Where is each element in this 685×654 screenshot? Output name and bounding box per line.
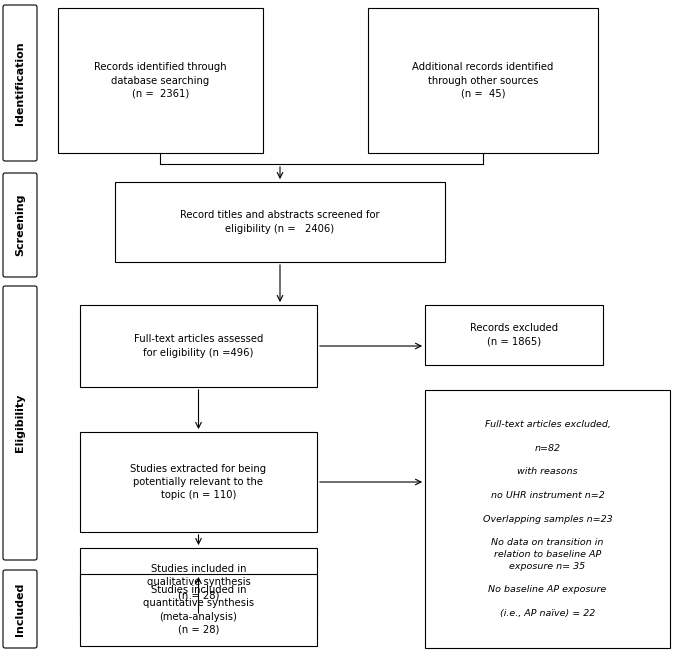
Text: Studies included in
qualitative synthesis
(n = 28): Studies included in qualitative synthesi…: [147, 564, 251, 600]
Text: Eligibility: Eligibility: [15, 394, 25, 452]
Text: Records excluded
(n = 1865): Records excluded (n = 1865): [470, 323, 558, 347]
FancyBboxPatch shape: [80, 548, 317, 616]
Text: Full-text articles assessed
for eligibility (n =496): Full-text articles assessed for eligibil…: [134, 334, 263, 358]
Text: Full-text articles excluded,

n=82

with reasons

no UHR instrument n=2

Overlap: Full-text articles excluded, n=82 with r…: [483, 420, 612, 618]
FancyBboxPatch shape: [368, 8, 598, 153]
FancyBboxPatch shape: [115, 182, 445, 262]
Text: Screening: Screening: [15, 194, 25, 256]
FancyBboxPatch shape: [3, 570, 37, 648]
Text: Record titles and abstracts screened for
eligibility (n =   2406): Record titles and abstracts screened for…: [180, 211, 379, 233]
FancyBboxPatch shape: [425, 390, 670, 648]
Text: Additional records identified
through other sources
(n =  45): Additional records identified through ot…: [412, 62, 553, 99]
FancyBboxPatch shape: [425, 305, 603, 365]
FancyBboxPatch shape: [3, 286, 37, 560]
FancyBboxPatch shape: [80, 305, 317, 387]
FancyBboxPatch shape: [80, 432, 317, 532]
Text: Included: Included: [15, 582, 25, 636]
FancyBboxPatch shape: [3, 173, 37, 277]
FancyBboxPatch shape: [58, 8, 263, 153]
Text: Studies included in
quantitative synthesis
(meta-analysis)
(n = 28): Studies included in quantitative synthes…: [143, 585, 254, 635]
FancyBboxPatch shape: [3, 5, 37, 161]
Text: Identification: Identification: [15, 41, 25, 125]
FancyBboxPatch shape: [80, 574, 317, 646]
Text: Records identified through
database searching
(n =  2361): Records identified through database sear…: [94, 62, 227, 99]
Text: Studies extracted for being
potentially relevant to the
topic (n = 110): Studies extracted for being potentially …: [130, 464, 266, 500]
